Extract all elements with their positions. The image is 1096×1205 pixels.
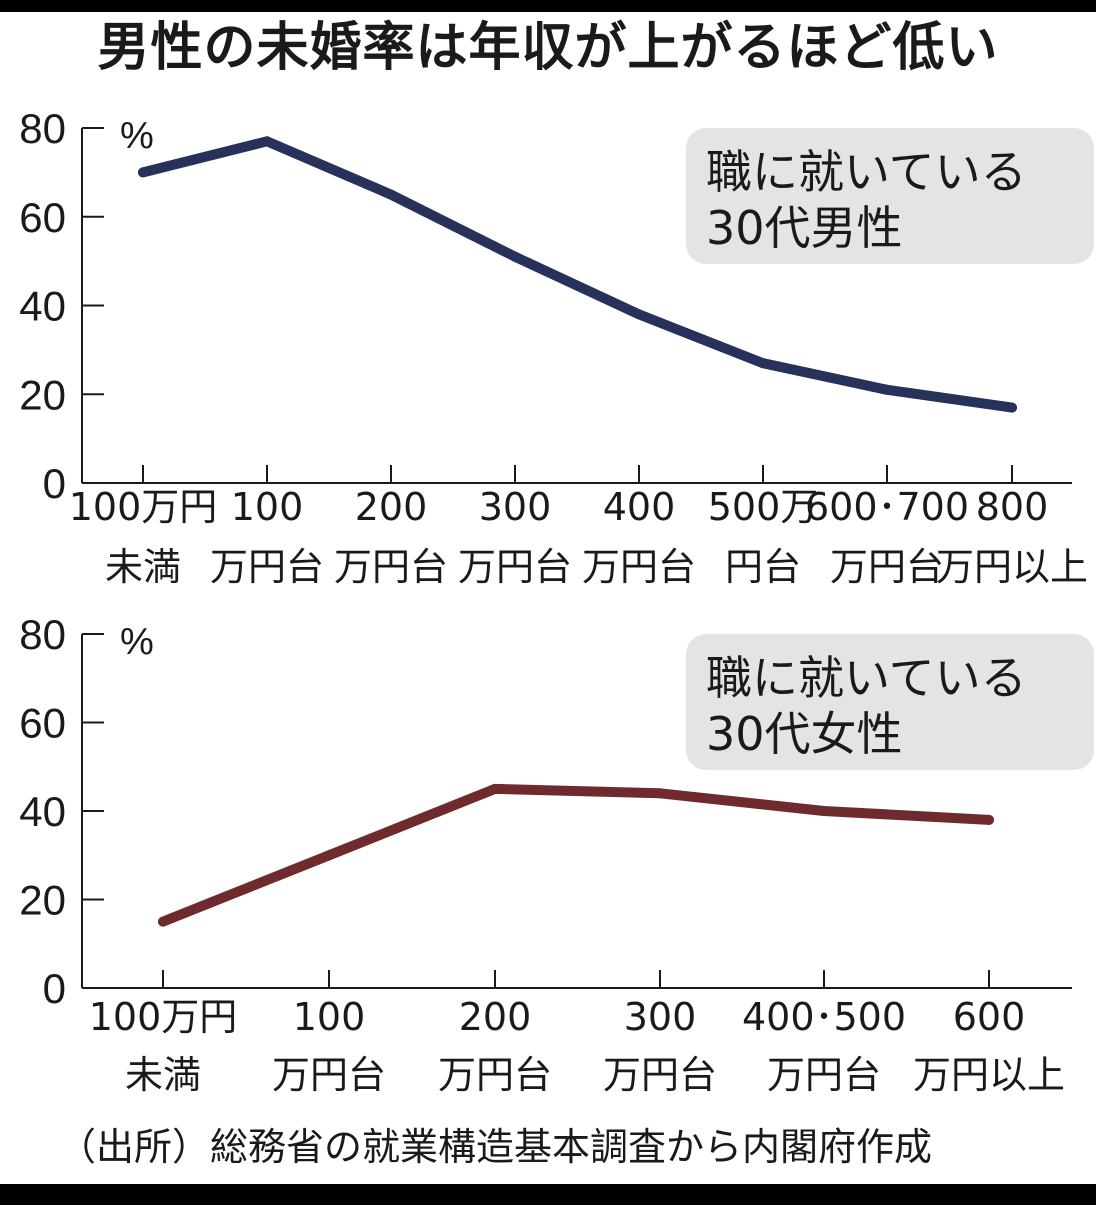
x-category-label: 400 (603, 485, 676, 529)
x-category-label: 円台 (725, 545, 801, 589)
y-tick-label: 60 (19, 700, 66, 747)
x-category-label: 300 (479, 485, 552, 529)
data-point (490, 783, 500, 794)
data-point (634, 309, 644, 320)
x-category-label: 万円台 (438, 1053, 552, 1097)
data-point (510, 251, 520, 262)
annotation-background (686, 128, 1094, 264)
x-category-label: 600･700 (805, 485, 969, 529)
data-point (1007, 402, 1017, 413)
data-point (262, 136, 272, 147)
x-category-label: 万円以上 (913, 1053, 1065, 1097)
y-unit-label: % (120, 115, 154, 157)
data-point (819, 806, 829, 816)
series-line (158, 783, 994, 927)
x-category-label: 400･500 (742, 995, 906, 1039)
y-unit-label: % (120, 621, 154, 663)
y-tick-label: 0 (43, 460, 66, 507)
x-category-label: 200 (459, 995, 532, 1039)
x-category-label: 万円台 (767, 1053, 881, 1097)
x-category-label: 万円台 (603, 1053, 717, 1097)
y-tick-label: 40 (19, 788, 66, 835)
data-point (138, 167, 148, 178)
y-tick-label: 80 (19, 611, 66, 658)
x-category-label: 万円台 (582, 545, 696, 589)
series-line (138, 136, 1017, 413)
figure-title: 男性の未婚率は年収が上がるほど低い (97, 18, 999, 78)
data-point (882, 384, 892, 395)
data-point (655, 788, 665, 799)
annotation-line-1: 職に就いている (706, 145, 1027, 199)
data-point (158, 916, 168, 927)
x-category-label: 万円台 (210, 545, 324, 589)
y-tick-label: 60 (19, 194, 66, 241)
y-tick-label: 0 (43, 965, 66, 1012)
y-tick-label: 20 (19, 371, 66, 418)
y-tick-label: 20 (19, 877, 66, 924)
x-category-label: 未満 (125, 1053, 201, 1097)
x-category-label: 100万円 (89, 995, 238, 1039)
annotation-line-1: 職に就いている (706, 651, 1027, 705)
source-note: （出所）総務省の就業構造基本調査から内閣府作成 (58, 1125, 933, 1169)
x-category-label: 200 (355, 485, 428, 529)
data-point (386, 189, 396, 200)
annotation-background (686, 634, 1094, 770)
x-category-label: 600 (953, 995, 1026, 1039)
y-tick-label: 40 (19, 283, 66, 330)
x-category-label: 100万円 (69, 485, 218, 529)
x-category-label: 100 (231, 485, 304, 529)
x-category-label: 500万 (708, 485, 819, 529)
x-category-label: 万円台 (458, 545, 572, 589)
x-category-label: 万円以上 (936, 545, 1088, 589)
data-point (324, 850, 334, 861)
x-category-label: 万円台 (334, 545, 448, 589)
annotation-line-2: 30代男性 (706, 201, 903, 255)
x-category-label: 万円台 (830, 545, 944, 589)
x-category-label: 300 (624, 995, 697, 1039)
data-point (984, 814, 994, 825)
x-category-label: 100 (293, 995, 366, 1039)
x-category-label: 800 (976, 485, 1049, 529)
y-tick-label: 80 (19, 105, 66, 152)
x-category-label: 万円台 (272, 1053, 386, 1097)
annotation-line-2: 30代女性 (706, 707, 903, 761)
data-point (758, 358, 768, 369)
x-category-label: 未満 (105, 545, 181, 589)
